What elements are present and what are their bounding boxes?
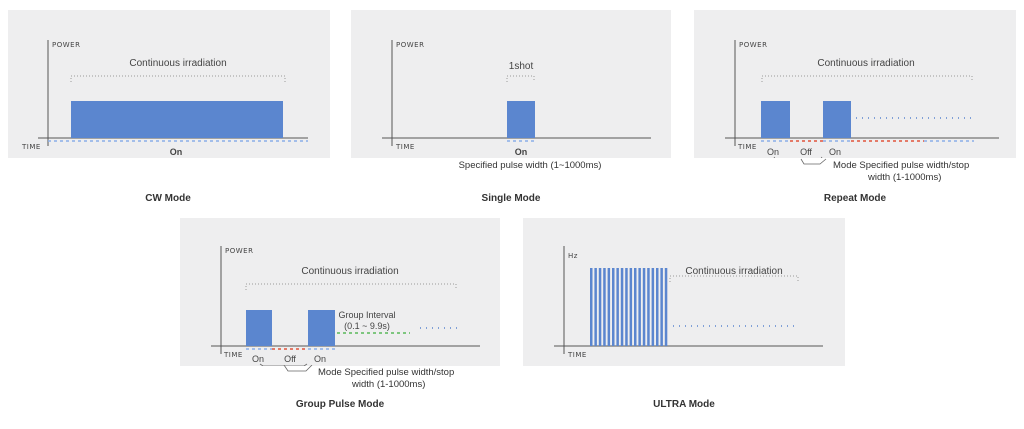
repeat-note-line2: width (1-1000ms) [868, 172, 942, 183]
on-label: On [170, 147, 183, 157]
ultra-pulse [620, 268, 624, 346]
ultra-pulse [629, 268, 633, 346]
group-pulse-mode-caption: Group Pulse Mode [295, 399, 385, 410]
range-bracket [506, 75, 535, 82]
cw-mode-caption: CW Mode [145, 193, 191, 204]
ultra-pulse [651, 268, 655, 346]
ultra-pulse [647, 268, 650, 346]
power-axis-label: POWER [739, 41, 767, 49]
cw-mode-panel: POWER TIME Continuous irradiation On [8, 10, 330, 158]
single-mode-caption: Single Mode [481, 193, 541, 204]
time-axis-label: TIME [567, 351, 587, 359]
single-mode-panel: POWER TIME 1shot On [351, 10, 671, 158]
repeat-note-line1: Mode Specified pulse width/stop [833, 160, 970, 171]
group-note-line2: width (1-1000ms) [352, 379, 426, 390]
power-axis-label: POWER [52, 41, 80, 49]
pulse-bar [246, 310, 272, 346]
ultra-pulse [594, 268, 597, 346]
ultra-mode-panel: Hz TIME Continuous irradiation [523, 218, 845, 366]
group-note-line1: Mode Specified pulse width/stop [318, 367, 455, 378]
ultra-pulse [660, 268, 663, 346]
single-mode-diagram: POWER TIME 1shot On [382, 40, 651, 157]
pulse-bracket [259, 363, 308, 366]
ultra-pulse [603, 268, 606, 346]
time-axis-label: TIME [223, 351, 243, 359]
range-label: Continuous irradiation [817, 58, 914, 69]
on-label: On [829, 147, 841, 157]
ultra-pulse [625, 268, 628, 346]
pulse-bar [71, 101, 283, 138]
repeat-mode-panel: POWER TIME Continuous irradiation On Off… [694, 10, 1016, 158]
pulse-bar [507, 101, 535, 138]
ultra-pulse [598, 268, 602, 346]
ultra-mode-caption: ULTRA Mode [653, 399, 715, 410]
range-bracket [245, 283, 457, 290]
power-axis-label: POWER [225, 247, 253, 255]
single-note: Specified pulse width (1~1000ms) [458, 160, 602, 171]
pulse-bar [761, 101, 790, 138]
group-interval-label: Group Interval [338, 310, 395, 320]
ultra-pulse [638, 268, 641, 346]
ultra-pulse [642, 268, 646, 346]
ultra-mode-diagram: Hz TIME Continuous irradiation [554, 246, 823, 359]
on-label: On [515, 147, 528, 157]
range-bracket [70, 75, 286, 82]
range-bracket [761, 75, 973, 82]
ultra-pulse-train [590, 268, 668, 346]
off-label: Off [800, 147, 812, 157]
time-axis-label: TIME [737, 143, 757, 151]
range-label: Continuous irradiation [129, 58, 226, 69]
pulse-bar [823, 101, 851, 138]
hz-axis-label: Hz [568, 252, 578, 260]
pulse-bar [308, 310, 335, 346]
ultra-pulse [616, 268, 619, 346]
group-pulse-mode-diagram: POWER TIME Continuous irradiation Group … [211, 246, 480, 366]
range-label: 1shot [509, 61, 534, 72]
time-axis-label: TIME [395, 143, 415, 151]
ultra-pulse [612, 268, 615, 346]
ultra-pulse [664, 268, 668, 346]
off-label: Off [284, 354, 296, 364]
time-axis-label: TIME [21, 143, 41, 151]
cw-mode-diagram: POWER TIME Continuous irradiation On [21, 40, 308, 157]
power-axis-label: POWER [396, 41, 424, 49]
note-leader [800, 158, 827, 165]
on-label: On [767, 147, 779, 157]
ultra-pulse [634, 268, 637, 346]
on-label: On [252, 354, 264, 364]
group-interval-range: (0.1 ~ 9.9s) [344, 321, 390, 331]
on-label: On [314, 354, 326, 364]
range-bracket [669, 275, 799, 282]
range-label: Continuous irradiation [301, 266, 398, 277]
repeat-mode-diagram: POWER TIME Continuous irradiation On Off… [725, 40, 999, 158]
ultra-pulse [607, 268, 611, 346]
ultra-pulse [590, 268, 593, 346]
repeat-mode-caption: Repeat Mode [823, 193, 887, 204]
range-label: Continuous irradiation [685, 266, 782, 277]
ultra-pulse [656, 268, 659, 346]
group-pulse-mode-panel: POWER TIME Continuous irradiation Group … [180, 218, 500, 366]
note-leader [283, 365, 313, 372]
